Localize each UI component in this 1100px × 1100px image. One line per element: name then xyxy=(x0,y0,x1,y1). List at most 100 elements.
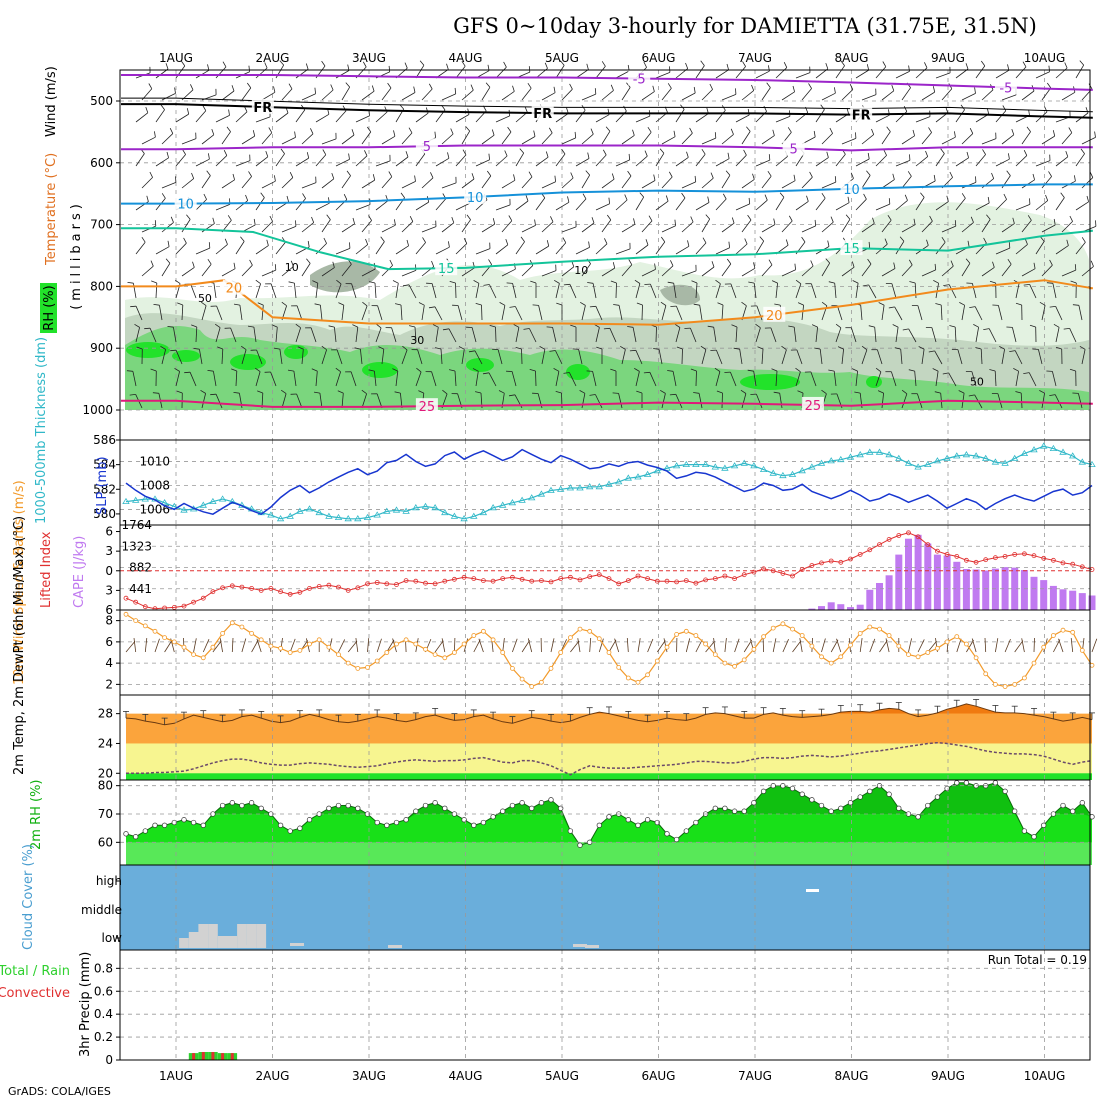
wind-barb xyxy=(621,175,632,189)
wind-barb-feather xyxy=(192,261,195,268)
x-tick-label-bottom: 1AUG xyxy=(159,1069,193,1083)
wind-barb xyxy=(881,90,895,101)
wind-speed-point xyxy=(1041,644,1047,650)
wind-barb-feather xyxy=(491,129,495,136)
wind-barb-feather xyxy=(1032,173,1035,180)
surface-wind-barb xyxy=(386,639,395,653)
wind-barb xyxy=(581,305,586,321)
wind-barb-feather xyxy=(983,237,987,244)
wind-barb xyxy=(855,283,859,299)
wind-barb xyxy=(948,372,957,387)
wind-barb-feather xyxy=(150,260,154,267)
wind-barb xyxy=(497,349,503,365)
wind-barb xyxy=(715,371,721,387)
x-tick-label-top: 7AUG xyxy=(738,51,772,65)
thickness-point xyxy=(1078,458,1087,465)
rh2m-point xyxy=(306,817,313,823)
wind-barb-feather xyxy=(834,87,836,94)
wind-barb xyxy=(921,132,932,145)
surface-wind-barb xyxy=(724,638,727,653)
wind-barb xyxy=(721,175,731,189)
wind-barb-feather xyxy=(681,192,686,199)
wind-barb-feather xyxy=(785,239,789,246)
wind-barb xyxy=(941,265,954,277)
wind-barb-feather xyxy=(826,151,829,158)
wind-barb-feather xyxy=(868,325,875,328)
wind-speed-point xyxy=(722,660,728,666)
wind-barb xyxy=(213,283,217,299)
wind-barb-feather xyxy=(191,172,195,179)
panel-wind-bg xyxy=(120,610,1090,695)
wind-barb xyxy=(475,371,479,387)
li-point xyxy=(133,599,139,605)
wind-barb-feather xyxy=(226,126,231,132)
thickness-point xyxy=(653,467,662,474)
wind-barb xyxy=(815,109,825,123)
wind-barb xyxy=(421,177,434,189)
wind-barb xyxy=(935,241,946,255)
wind-barb-feather xyxy=(830,216,834,223)
wind-barb-feather xyxy=(574,131,577,138)
isotherm-10 xyxy=(121,183,1093,205)
wind-barb-feather xyxy=(1015,391,1022,394)
wind-barb-feather xyxy=(130,305,137,308)
li-point xyxy=(790,573,795,579)
wind-barb xyxy=(1075,153,1085,167)
wind-barb xyxy=(821,262,831,277)
wind-barb xyxy=(215,66,227,79)
wind-barb-feather xyxy=(579,301,586,306)
wind-barb xyxy=(861,263,872,277)
thickness-point xyxy=(131,496,140,503)
wind-barb xyxy=(501,131,512,145)
wind-barb-feather xyxy=(628,153,631,160)
wind-barb xyxy=(801,305,804,321)
thickness-point xyxy=(518,496,526,503)
li-point xyxy=(510,574,515,580)
wind-speed-point xyxy=(123,611,129,617)
wind-barb-feather xyxy=(687,240,690,247)
wind-barb xyxy=(175,242,187,255)
wind-barb-feather xyxy=(1045,194,1049,201)
wind-barb xyxy=(921,91,935,101)
wind-barb xyxy=(400,304,403,321)
wind-barb xyxy=(881,131,891,145)
wind-barb-feather xyxy=(611,173,615,180)
wind-barb xyxy=(1041,87,1052,101)
wind-barb xyxy=(881,393,884,409)
wind-barb xyxy=(474,350,483,365)
wind-barb xyxy=(381,265,393,277)
wind-barb xyxy=(1020,392,1023,409)
wind-barb-feather xyxy=(883,149,887,156)
wind-barb xyxy=(701,177,714,189)
wind-barb-feather xyxy=(466,214,471,220)
wind-barb-feather xyxy=(393,130,396,137)
isotherm-label: FR xyxy=(253,101,272,116)
wind-barb-feather xyxy=(814,219,817,226)
wind-barb-feather xyxy=(690,216,694,223)
rh2m-point xyxy=(915,814,921,820)
wind-barb-feather xyxy=(337,390,344,394)
wind-barb xyxy=(391,327,397,343)
wind-barb-feather xyxy=(286,195,289,202)
wind-barb xyxy=(701,218,711,233)
wind-barb xyxy=(461,89,474,101)
wind-barb-feather xyxy=(665,195,669,202)
wind-barb xyxy=(335,371,341,387)
wind-barb-feather xyxy=(322,149,327,155)
wind-barb xyxy=(1041,224,1056,233)
wind-barb-feather xyxy=(909,281,916,284)
wind-barb xyxy=(335,283,342,299)
wind-barbs-aloft xyxy=(126,60,1097,409)
wind-barb xyxy=(715,158,730,167)
wind-barb-feather xyxy=(673,130,676,137)
wind-barb xyxy=(735,326,738,343)
li-point xyxy=(770,568,776,574)
wind-barb-feather xyxy=(505,238,509,245)
surface-wind-barb xyxy=(434,640,444,653)
wind-barb-feather xyxy=(788,325,795,328)
wind-barb xyxy=(961,305,965,321)
wind-barb-feather xyxy=(255,279,261,285)
wind-barb-feather xyxy=(224,238,228,245)
wind-barb-feather xyxy=(482,372,490,375)
wind-barb xyxy=(1081,266,1094,277)
